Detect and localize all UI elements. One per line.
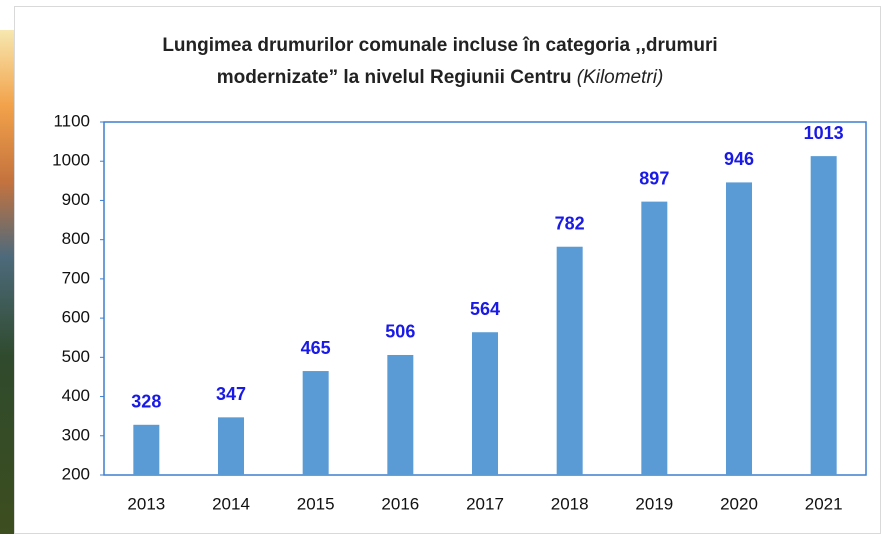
background-photo <box>0 30 14 534</box>
y-tick-label: 500 <box>62 347 90 366</box>
bar <box>133 425 159 475</box>
value-label: 897 <box>639 168 669 188</box>
x-tick-label: 2020 <box>720 494 758 513</box>
value-label: 465 <box>301 338 331 358</box>
x-tick-label: 2018 <box>551 494 589 513</box>
bar <box>472 332 498 475</box>
y-tick-label: 800 <box>62 229 90 248</box>
x-tick-label: 2021 <box>805 494 843 513</box>
bar <box>303 371 329 475</box>
bar <box>387 355 413 475</box>
y-tick-label: 900 <box>62 190 90 209</box>
chart-unit: (Kilometri) <box>577 67 664 88</box>
bar <box>218 417 244 475</box>
x-tick-label: 2017 <box>466 494 504 513</box>
bar <box>641 202 667 475</box>
x-tick-label: 2016 <box>381 494 419 513</box>
chart-title: Lungimea drumurilor comunale incluse în … <box>162 35 717 56</box>
value-label: 782 <box>555 213 585 233</box>
value-label: 506 <box>385 322 415 342</box>
value-label: 347 <box>216 384 246 404</box>
value-label: 1013 <box>804 123 844 143</box>
value-label: 328 <box>131 392 161 412</box>
x-tick-label: 2015 <box>297 494 335 513</box>
x-tick-label: 2014 <box>212 494 250 513</box>
chart-title: modernizate” la nivelul Regiunii Centru <box>217 67 572 88</box>
y-tick-label: 1000 <box>52 151 90 170</box>
y-tick-label: 700 <box>62 268 90 287</box>
value-label: 946 <box>724 149 754 169</box>
y-tick-label: 200 <box>62 464 90 483</box>
y-tick-label: 1100 <box>53 111 90 130</box>
y-tick-label: 600 <box>62 308 90 327</box>
value-label: 564 <box>470 299 500 319</box>
chart: Lungimea drumurilor comunale incluse în … <box>0 0 881 534</box>
x-tick-label: 2019 <box>635 494 673 513</box>
y-tick-label: 300 <box>62 425 90 444</box>
bar <box>557 247 583 475</box>
bar <box>811 156 837 475</box>
y-tick-label: 400 <box>62 386 90 405</box>
chart-title: modernizate” la nivelul Regiunii Centru … <box>217 67 664 88</box>
x-tick-label: 2013 <box>127 494 165 513</box>
bar <box>726 182 752 475</box>
